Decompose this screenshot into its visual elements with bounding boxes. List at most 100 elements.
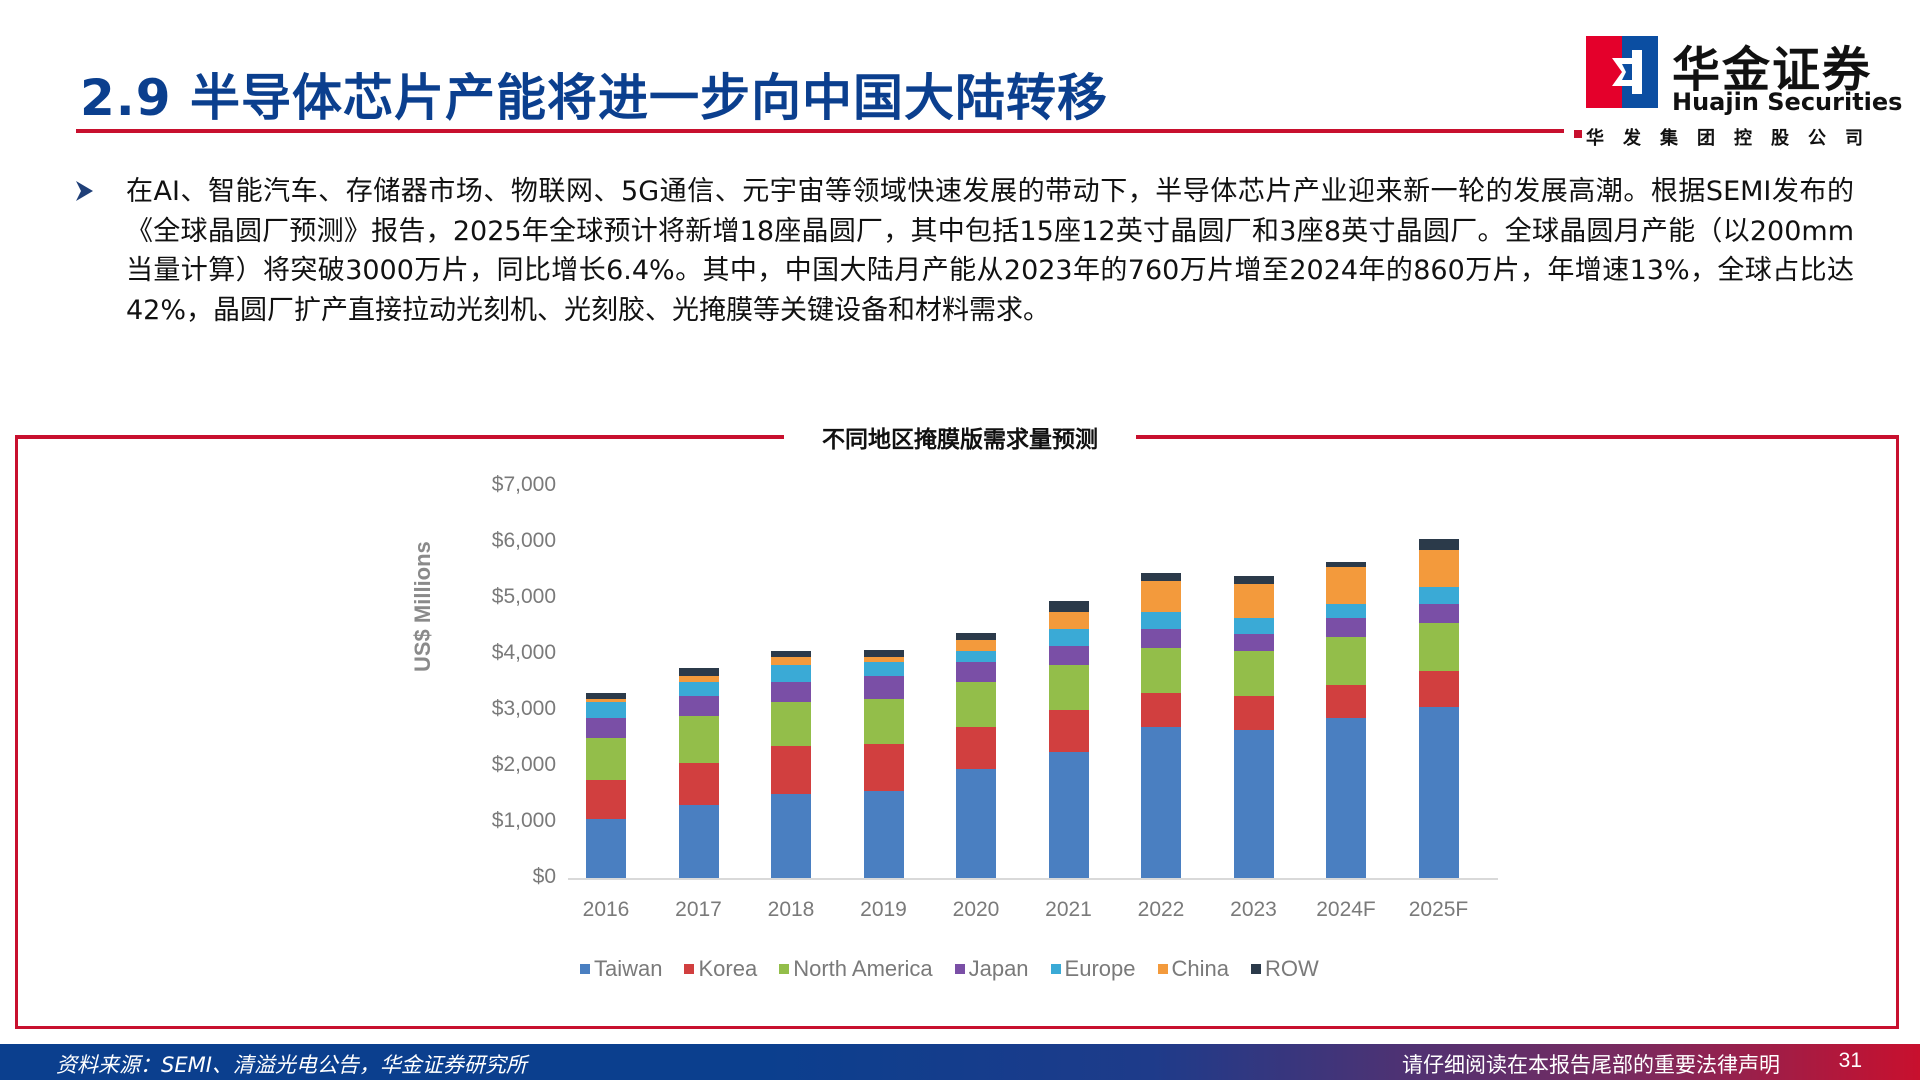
legend-label: Europe bbox=[1064, 956, 1136, 981]
bar-segment-taiwan bbox=[863, 791, 904, 878]
bar-segment-japan bbox=[771, 682, 811, 702]
chart-title: 不同地区掩膜版需求量预测 bbox=[822, 427, 1098, 453]
legend-item: Korea bbox=[684, 956, 757, 982]
chart-title-background bbox=[784, 418, 1136, 454]
bar-segment-taiwan bbox=[1326, 718, 1366, 878]
x-tick-label: 2024F bbox=[1316, 898, 1376, 921]
bullet-paragraph: 在AI、智能汽车、存储器市场、物联网、5G通信、元宇宙等领域快速发展的带动下，半… bbox=[74, 172, 1854, 330]
bar-segment-row bbox=[678, 668, 719, 677]
bar-segment-japan bbox=[1326, 617, 1366, 638]
bar-segment-china bbox=[1233, 584, 1274, 618]
x-tick-label: 2017 bbox=[675, 898, 722, 921]
bar-segment-north-america bbox=[678, 715, 719, 764]
bar-segment-taiwan bbox=[1418, 707, 1459, 878]
bar-segment-north-america bbox=[956, 682, 996, 727]
y-tick-label: $2,000 bbox=[491, 753, 556, 776]
bar-segment-korea bbox=[586, 780, 626, 820]
bar-segment-taiwan bbox=[586, 819, 626, 878]
arrow-bullet-icon bbox=[76, 181, 93, 201]
bar-segment-europe bbox=[956, 651, 996, 663]
x-axis-baseline bbox=[568, 878, 1498, 880]
bar-segment-taiwan bbox=[678, 805, 719, 878]
bar-segment-north-america bbox=[863, 698, 904, 744]
y-tick-label: $6,000 bbox=[491, 529, 556, 552]
legend-label: ROW bbox=[1264, 956, 1319, 981]
legend-swatch-icon bbox=[1050, 964, 1061, 974]
legend-label: China bbox=[1171, 956, 1229, 981]
legend-item: Japan bbox=[954, 956, 1029, 982]
legend-label: Taiwan bbox=[594, 956, 663, 981]
y-tick-label: $3,000 bbox=[491, 697, 556, 720]
bar-segment-europe bbox=[586, 701, 626, 719]
bar-2023 bbox=[1233, 575, 1274, 878]
legend-swatch-icon bbox=[580, 964, 590, 974]
bar-segment-china bbox=[1326, 567, 1366, 604]
source-note: 资料来源：SEMI、清溢光电公告，华金证券研究所 bbox=[56, 1053, 527, 1077]
bar-2022 bbox=[1141, 572, 1181, 878]
logo-subtitle: 华发集团控股公司 bbox=[1586, 128, 1882, 149]
logo-english-name: Huajin Securities bbox=[1672, 88, 1903, 116]
bar-segment-europe bbox=[1141, 612, 1181, 629]
page-number: 31 bbox=[1838, 1049, 1862, 1072]
legend-label: North America bbox=[793, 956, 933, 981]
legend-swatch-icon bbox=[954, 964, 965, 974]
x-tick-label: 2022 bbox=[1137, 898, 1185, 921]
chart-legend: Taiwan Korea North America Japan Europe China… bbox=[580, 956, 1319, 982]
x-tick-label: 2025F bbox=[1408, 898, 1469, 921]
bar-segment-china bbox=[678, 676, 719, 683]
bar-segment-china bbox=[956, 640, 996, 652]
bar-segment-row bbox=[1048, 600, 1089, 612]
bar-segment-taiwan bbox=[1233, 729, 1274, 878]
bar-segment-europe bbox=[1326, 603, 1366, 618]
y-tick-label: $7,000 bbox=[491, 473, 556, 496]
legend-swatch-icon bbox=[1250, 964, 1261, 974]
bar-2019 bbox=[863, 649, 904, 878]
page-title: 2.9 半导体芯片产能将进一步向中国大陆转移 bbox=[80, 69, 1108, 127]
y-tick-label: $4,000 bbox=[491, 641, 556, 664]
bar-segment-europe bbox=[678, 682, 719, 697]
bar-segment-korea bbox=[863, 743, 904, 792]
legend-swatch-icon bbox=[779, 964, 790, 974]
bar-2017 bbox=[678, 668, 719, 878]
bar-segment-china bbox=[1048, 612, 1089, 629]
bar-segment-taiwan bbox=[771, 793, 811, 878]
bar-2024F bbox=[1326, 561, 1366, 878]
legend-item: Europe bbox=[1050, 956, 1136, 982]
legend-item: North America bbox=[779, 956, 933, 982]
bar-segment-china bbox=[586, 698, 626, 702]
bar-segment-china bbox=[771, 656, 811, 666]
legend-item: Taiwan bbox=[580, 956, 662, 982]
bar-segment-europe bbox=[1048, 628, 1089, 646]
legal-disclaimer: 请仔细阅读在本报告尾部的重要法律声明 bbox=[1402, 1053, 1780, 1077]
bar-segment-korea bbox=[1048, 709, 1089, 752]
bar-2018 bbox=[771, 651, 811, 878]
bar-segment-row bbox=[771, 651, 811, 657]
bar-segment-korea bbox=[956, 726, 996, 769]
bar-segment-europe bbox=[771, 665, 811, 682]
legend-swatch-icon bbox=[1157, 964, 1168, 974]
bar-segment-north-america bbox=[1048, 665, 1089, 710]
bar-segment-japan bbox=[1418, 603, 1459, 624]
bar-2025F bbox=[1418, 539, 1459, 878]
legend-swatch-icon bbox=[684, 964, 695, 974]
y-axis-label: US$ Millions bbox=[410, 541, 435, 672]
x-tick-label: 2016 bbox=[582, 898, 630, 921]
bullet-text: 在AI、智能汽车、存储器市场、物联网、5G通信、元宇宙等领域快速发展的带动下，半… bbox=[126, 176, 1854, 326]
bar-segment-north-america bbox=[1326, 637, 1366, 685]
bar-segment-row bbox=[1141, 572, 1181, 582]
bar-segment-china bbox=[1418, 550, 1459, 587]
bar-2021 bbox=[1048, 600, 1089, 878]
bar-segment-japan bbox=[678, 696, 719, 716]
logo-sub-marker bbox=[1574, 130, 1582, 138]
bar-segment-korea bbox=[1418, 670, 1459, 708]
logo-chinese-name: 华金证券 bbox=[1672, 42, 1873, 98]
bar-segment-taiwan bbox=[956, 768, 996, 878]
bar-segment-japan bbox=[586, 718, 626, 738]
y-tick-label: $1,000 bbox=[491, 809, 556, 832]
bar-segment-row bbox=[1418, 539, 1459, 551]
bar-segment-japan bbox=[1141, 628, 1181, 649]
bar-segment-north-america bbox=[586, 738, 626, 780]
legend-item: China bbox=[1157, 956, 1229, 982]
bar-segment-taiwan bbox=[1048, 751, 1089, 878]
bar-segment-north-america bbox=[771, 701, 811, 747]
